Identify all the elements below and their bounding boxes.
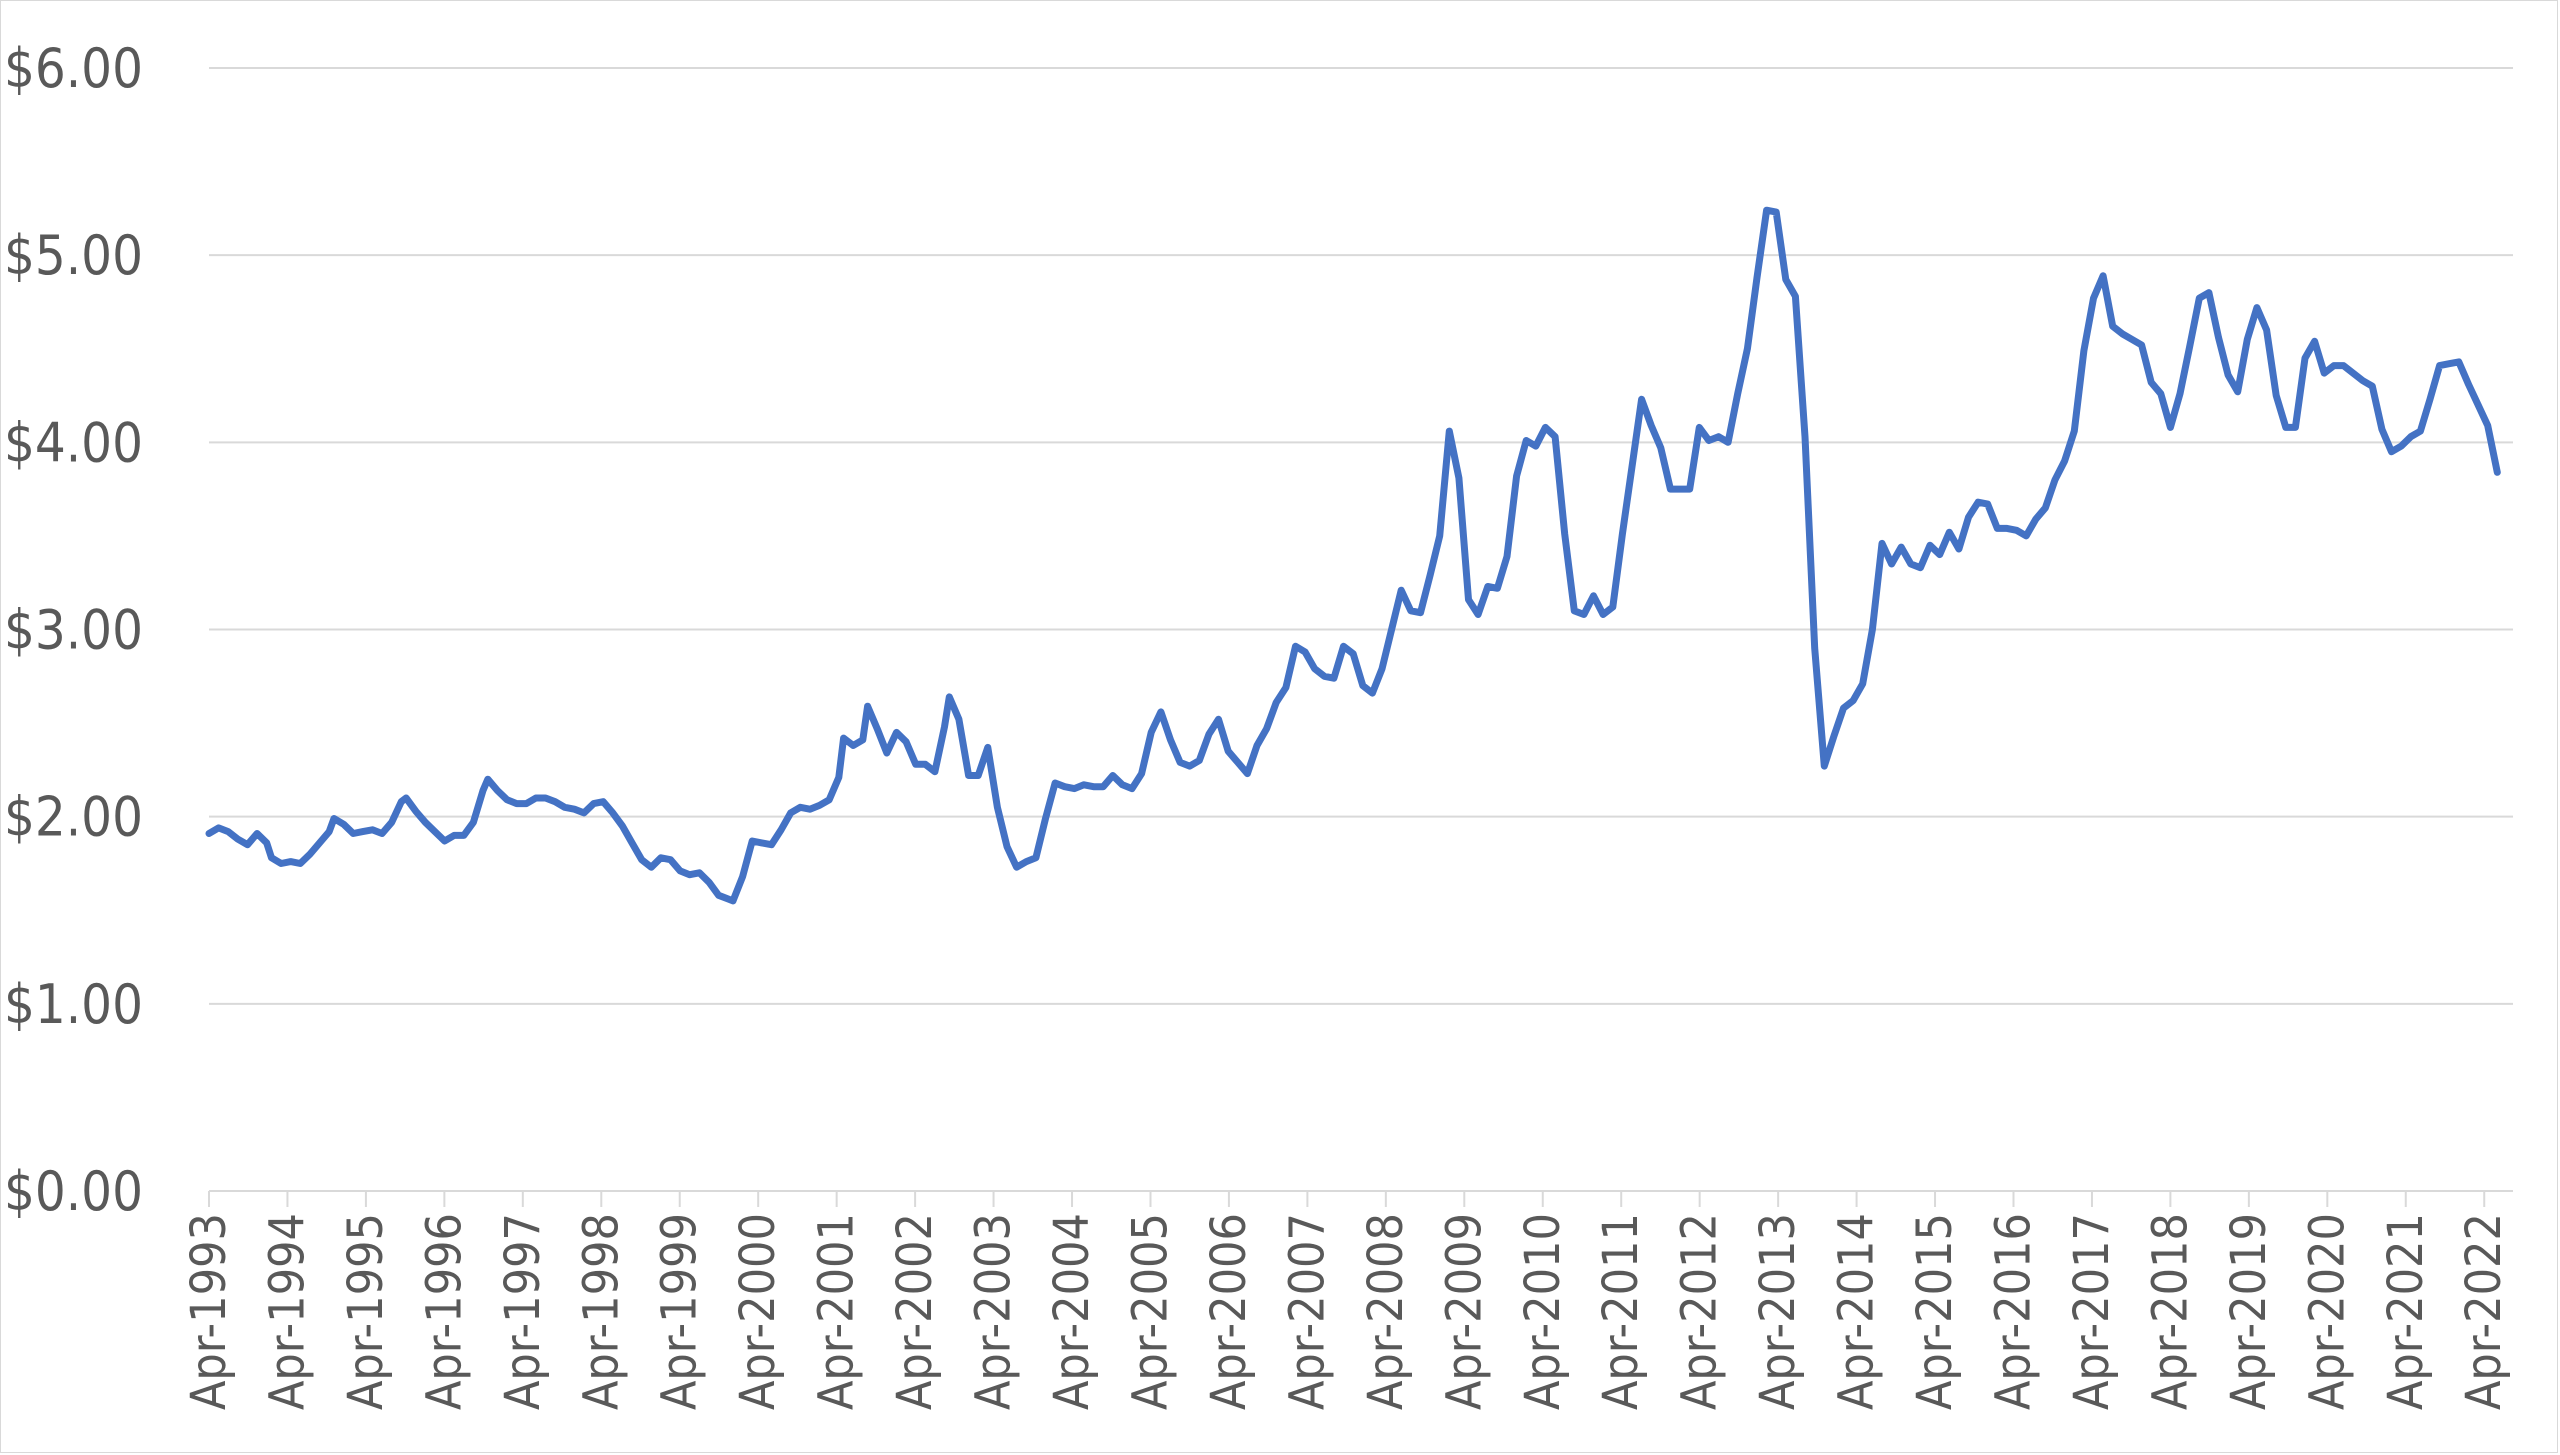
x-tick-label: Apr-2002 [887, 1213, 943, 1410]
x-tick-label: Apr-1996 [416, 1213, 472, 1410]
x-tick-label: Apr-1999 [652, 1213, 708, 1410]
x-tick-label: Apr-2011 [1593, 1213, 1649, 1410]
y-tick-label: $6.00 [4, 37, 143, 100]
x-tick-label: Apr-2003 [966, 1213, 1022, 1410]
x-tick-label: Apr-1998 [573, 1213, 629, 1410]
x-tick-label: Apr-2009 [1436, 1213, 1492, 1410]
y-tick-label: $4.00 [4, 411, 143, 474]
x-tick-label: Apr-2020 [2299, 1213, 2355, 1410]
y-tick-label: $2.00 [4, 786, 143, 849]
x-tick-label: Apr-2014 [1829, 1213, 1885, 1410]
x-tick-label: Apr-2013 [1750, 1213, 1806, 1410]
x-tick-label: Apr-2010 [1515, 1213, 1571, 1410]
x-tick-label: Apr-2005 [1122, 1213, 1178, 1410]
x-tick-label: Apr-2004 [1044, 1213, 1100, 1410]
x-tick-label: Apr-2001 [809, 1213, 865, 1410]
x-tick-label: Apr-2007 [1279, 1213, 1335, 1410]
y-tick-label: $1.00 [4, 973, 143, 1036]
y-tick-label: $3.00 [4, 599, 143, 662]
y-tick-label: $0.00 [4, 1160, 143, 1223]
y-tick-label: $5.00 [4, 224, 143, 287]
x-tick-label: Apr-1994 [259, 1213, 315, 1410]
series-line-0 [205, 206, 2501, 905]
x-tick-label: Apr-2016 [1985, 1213, 2041, 1410]
x-tick-label: Apr-2015 [1907, 1213, 1963, 1410]
x-tick-label: Apr-2008 [1358, 1213, 1414, 1410]
x-tick-label: Apr-2000 [730, 1213, 786, 1410]
x-tick-label: Apr-2022 [2456, 1213, 2512, 1410]
y-axis-tick-labels: $0.00 $1.00 $2.00 $3.00 $4.00 $5.00 $6.00 [4, 37, 143, 1223]
x-tick-label: Apr-1997 [495, 1213, 551, 1410]
x-tick-label: Apr-2012 [1672, 1213, 1728, 1410]
series-layer [205, 206, 2501, 905]
gridlines [208, 67, 2513, 1207]
x-tick-label: Apr-1995 [338, 1213, 394, 1410]
x-tick-label: Apr-2006 [1201, 1213, 1257, 1410]
x-tick-label: Apr-2019 [2221, 1213, 2277, 1410]
x-tick-label: Apr-2017 [2064, 1213, 2120, 1410]
x-tick-label: Apr-1993 [181, 1213, 237, 1410]
x-tick-label: Apr-2018 [2142, 1213, 2198, 1410]
x-tick-label: Apr-2021 [2378, 1213, 2434, 1410]
x-axis-tick-labels: Apr-1993 Apr-1994 Apr-1995 Apr-1996 Apr-1997… [181, 1213, 2512, 1410]
